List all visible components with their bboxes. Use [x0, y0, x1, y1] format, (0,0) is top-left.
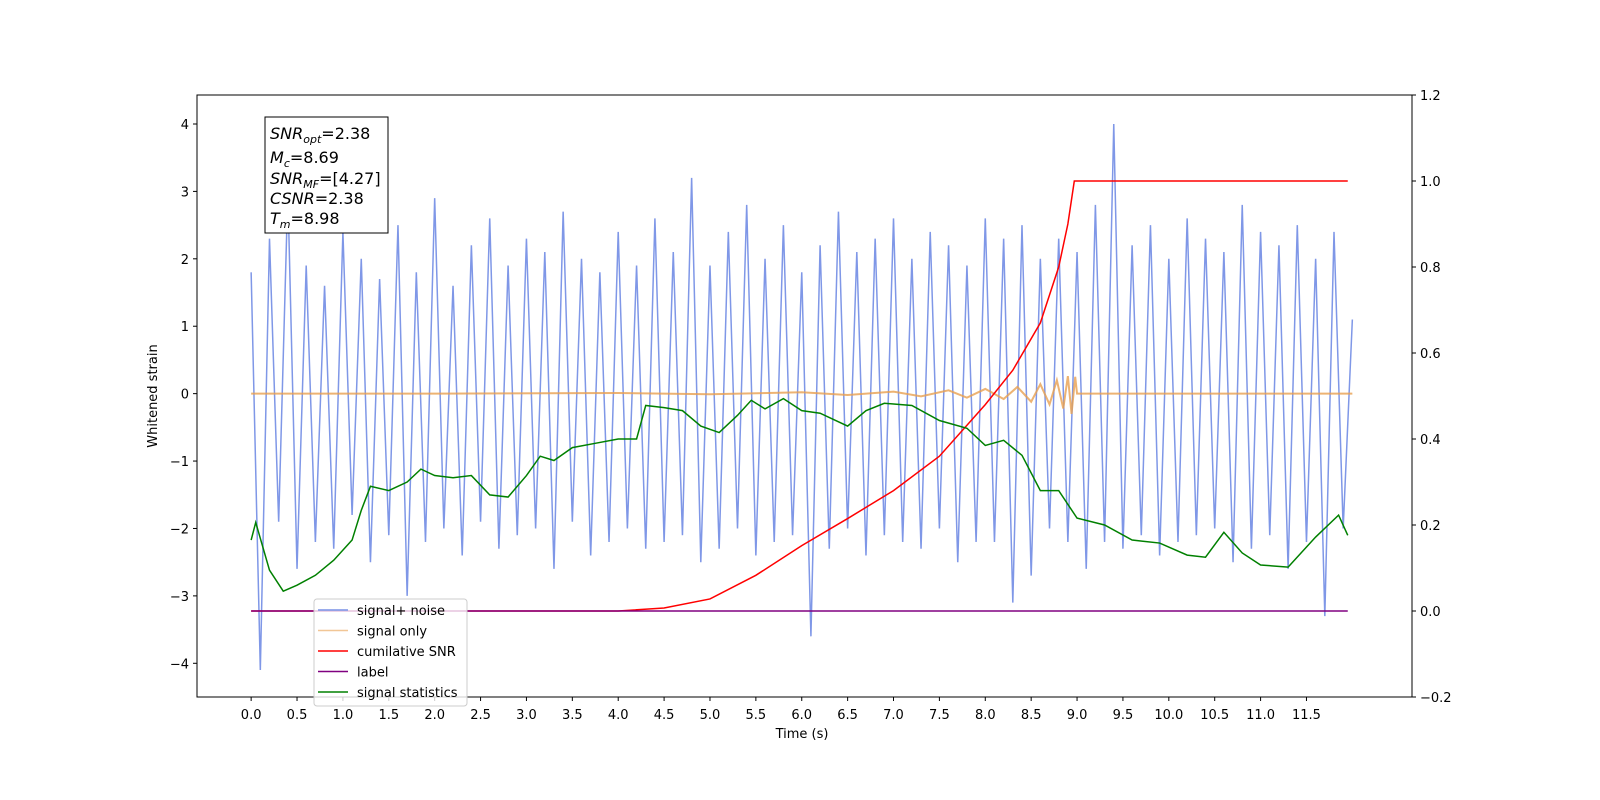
y2-tick-label: 1.0 — [1420, 175, 1441, 190]
x-tick-label: 0.0 — [241, 708, 262, 723]
y-tick-label: 3 — [181, 185, 189, 200]
annotation-value: =8.98 — [291, 209, 340, 228]
x-tick-label: 7.0 — [883, 708, 904, 723]
x-axis-label: Time (s) — [775, 727, 829, 742]
y-tick-label: 2 — [181, 253, 189, 268]
y2-tick-label: 0.4 — [1420, 433, 1441, 448]
annotation-line: Tm=8.98 — [270, 209, 340, 231]
x-tick-label: 2.0 — [424, 708, 445, 723]
annotation-line: SNRMF=[4.27] — [270, 169, 381, 191]
legend-label: signal+ noise — [357, 604, 445, 619]
annotation-symbol: T — [270, 209, 281, 228]
annotation-value: =8.69 — [290, 148, 339, 167]
series-line — [251, 375, 1353, 414]
x-tick-label: 10.0 — [1154, 708, 1183, 723]
x-tick-label: 4.0 — [608, 708, 629, 723]
annotation-symbol: SNR — [270, 169, 303, 188]
x-tick-label: 8.5 — [1021, 708, 1042, 723]
x-tick-label: 1.5 — [378, 708, 399, 723]
y-tick-label: 0 — [181, 388, 189, 403]
annotation-symbol: SNR — [270, 124, 303, 143]
x-tick-label: 9.5 — [1113, 708, 1134, 723]
annotation-symbol: M — [270, 148, 284, 167]
x-tick-label: 6.5 — [837, 708, 858, 723]
x-tick-label: 11.5 — [1292, 708, 1321, 723]
y2-tick-label: 0.6 — [1420, 347, 1441, 362]
y2-tick-label: 0.2 — [1420, 519, 1441, 534]
y-tick-label: 1 — [181, 320, 189, 335]
x-tick-label: 10.5 — [1200, 708, 1229, 723]
x-tick-label: 2.5 — [470, 708, 491, 723]
y-tick-label: −1 — [170, 455, 189, 470]
x-tick-label: 8.0 — [975, 708, 996, 723]
annotation-subscript: m — [280, 218, 291, 231]
annotation-line: SNRopt=2.38 — [270, 124, 370, 146]
x-tick-label: 6.0 — [791, 708, 812, 723]
annotation-value: =2.38 — [321, 124, 370, 143]
legend-label: signal only — [357, 625, 427, 640]
series-line — [250, 397, 1349, 593]
legend-label: label — [357, 666, 388, 681]
x-tick-label: 0.5 — [287, 708, 308, 723]
x-tick-label: 9.0 — [1067, 708, 1088, 723]
y-tick-label: −3 — [170, 590, 189, 605]
x-tick-label: 11.0 — [1246, 708, 1275, 723]
series-line — [250, 123, 1354, 671]
series-line — [251, 180, 1348, 612]
axes-frame — [196, 94, 1413, 698]
legend-label: cumilative SNR — [357, 645, 456, 660]
annotation-line: Mc=8.69 — [270, 148, 339, 170]
y-tick-label: −2 — [170, 522, 189, 537]
x-tick-label: 7.5 — [929, 708, 950, 723]
y2-tick-label: 0.0 — [1420, 605, 1441, 620]
annotation-symbol: CSNR — [270, 189, 315, 208]
y-axis-label: Whitened strain — [146, 344, 161, 447]
annotation-value: =2.38 — [315, 189, 364, 208]
x-tick-label: 4.5 — [654, 708, 675, 723]
x-tick-label: 3.0 — [516, 708, 537, 723]
annotation-box — [264, 116, 389, 234]
y2-tick-label: −0.2 — [1420, 691, 1452, 706]
annotation-subscript: opt — [303, 133, 322, 146]
annotation-value: =[4.27] — [319, 169, 381, 188]
legend-label: signal statistics — [357, 686, 458, 701]
y2-tick-label: 1.2 — [1420, 89, 1441, 104]
x-tick-label: 5.0 — [700, 708, 721, 723]
annotation-subscript: MF — [303, 178, 319, 191]
x-tick-label: 3.5 — [562, 708, 583, 723]
legend-box — [313, 598, 468, 707]
annotation-subscript: c — [284, 157, 290, 170]
x-tick-label: 1.0 — [333, 708, 354, 723]
annotation-line: CSNR=2.38 — [270, 189, 364, 208]
y-tick-label: 4 — [181, 118, 189, 133]
x-tick-label: 5.5 — [746, 708, 767, 723]
y2-tick-label: 0.8 — [1420, 261, 1441, 276]
y-tick-label: −4 — [170, 657, 189, 672]
